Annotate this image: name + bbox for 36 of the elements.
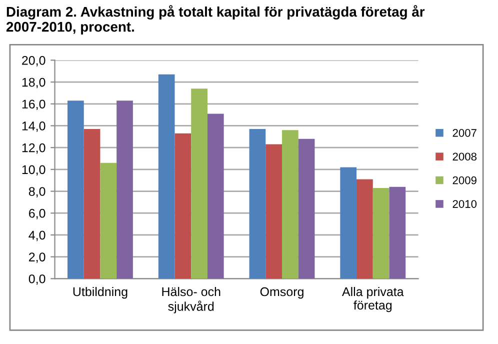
chart-title: Diagram 2. Avkastning på totalt kapital för privatägda företag år 2007-2010, procent.	[6, 5, 425, 34]
bar	[158, 74, 175, 279]
bar	[68, 100, 84, 279]
bar	[174, 133, 192, 279]
legend-label: 2009	[452, 176, 476, 184]
bar	[207, 114, 224, 279]
y-tick-label: 10,0	[22, 165, 46, 176]
legend-label: 2008	[452, 152, 476, 161]
bar	[356, 179, 373, 279]
x-tick-label: Alla privata företag	[342, 286, 404, 312]
bar	[100, 162, 117, 279]
y-tick-label: 14,0	[22, 122, 46, 132]
bar	[340, 167, 357, 279]
x-tick-label: Hälso- och sjukvård	[162, 286, 220, 314]
bar	[266, 144, 282, 279]
y-tick-label: 6,0	[29, 208, 46, 220]
y-tick-label: 0,0	[28, 274, 46, 285]
y-tick-label: 16,0	[22, 100, 46, 110]
y-tick-label: 4,0	[28, 230, 46, 242]
bar	[298, 138, 315, 279]
bar	[116, 100, 133, 279]
y-tick-label: 18,0	[22, 78, 46, 88]
y-tick-label: 8,0	[28, 187, 46, 198]
legend-label: 2010	[452, 200, 477, 208]
bar	[372, 188, 390, 279]
legend-label: 2007	[452, 129, 476, 137]
y-tick-label: 2,0	[29, 252, 46, 263]
x-tick-label: Omsorg	[260, 287, 304, 299]
bar	[282, 130, 298, 279]
y-tick-label: 12,0	[22, 143, 46, 154]
bar	[249, 129, 266, 279]
bar	[389, 186, 406, 279]
x-tick-label: Utbildning	[73, 286, 128, 299]
y-tick-label: 20,0	[22, 56, 46, 66]
bar	[84, 129, 100, 279]
bar	[191, 88, 208, 279]
